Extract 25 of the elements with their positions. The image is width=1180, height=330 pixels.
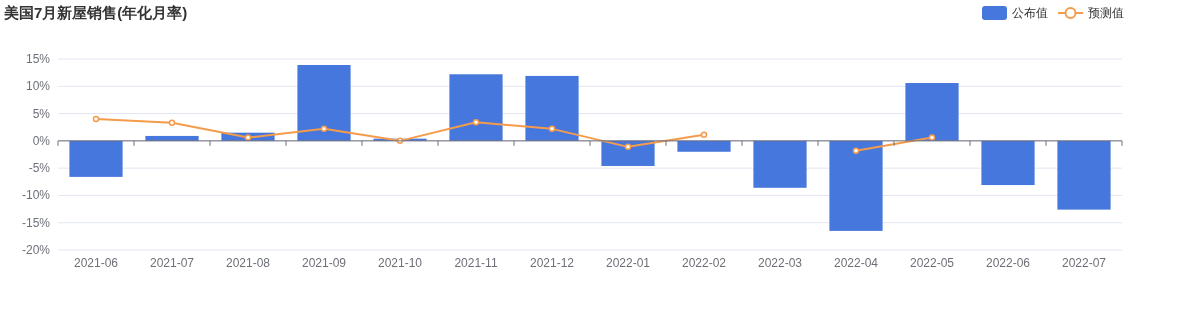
x-tick-label: 2021-06 (73, 256, 119, 270)
y-tick-label: -5% (28, 161, 51, 176)
y-tick-label: 0% (32, 133, 51, 148)
x-tick-label: 2021-08 (225, 256, 271, 270)
legend-label: 预测值 (1088, 6, 1124, 20)
y-tick-label: 15% (25, 52, 51, 66)
x-tick-label: 2021-10 (377, 256, 423, 270)
legend-label: 公布值 (1012, 6, 1048, 20)
x-tick-label: 2021-11 (454, 256, 498, 270)
x-tick-label: 2022-02 (681, 256, 727, 270)
x-tick-label: 2022-06 (985, 256, 1031, 270)
x-tick-label: 2021-12 (529, 256, 575, 270)
x-tick-label: 2022-05 (909, 256, 955, 270)
y-tick-label: -20% (21, 243, 51, 257)
chart-title: 美国7月新屋销售(年化月率) (3, 4, 188, 21)
y-tick-label: -10% (21, 188, 51, 203)
y-tick-label: 10% (25, 79, 51, 94)
x-tick-label: 2022-04 (833, 256, 879, 270)
x-tick-label: 2022-07 (1061, 256, 1107, 270)
y-tick-label: 5% (32, 106, 51, 121)
x-tick-label: 2021-09 (301, 256, 347, 270)
x-tick-label: 2022-01 (605, 256, 651, 270)
x-tick-label: 2022-03 (757, 256, 803, 270)
x-tick-label: 2021-07 (149, 256, 195, 270)
y-tick-label: -15% (21, 215, 51, 230)
